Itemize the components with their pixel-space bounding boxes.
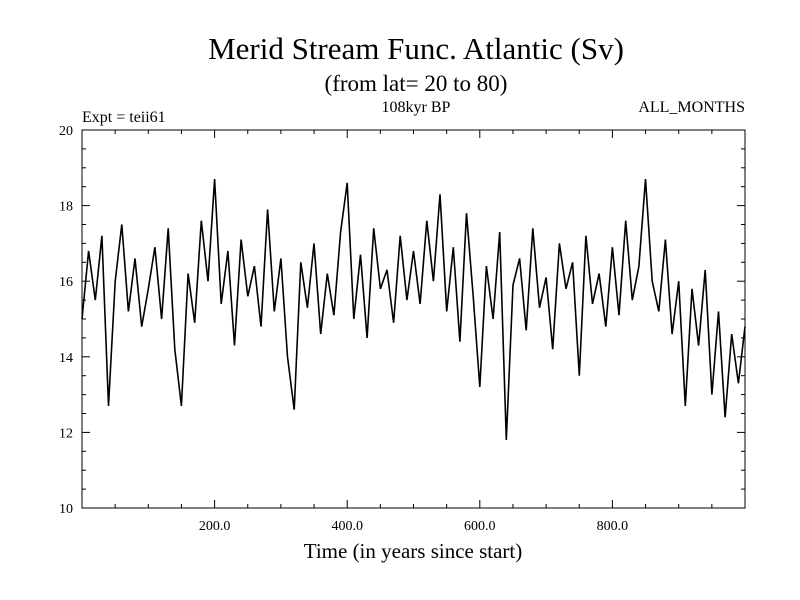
chart-subtitle: (from lat= 20 to 80) <box>325 71 508 96</box>
y-tick-label: 12 <box>59 426 73 441</box>
y-tick-label: 14 <box>59 351 73 366</box>
chart-title: Merid Stream Func. Atlantic (Sv) <box>208 31 624 66</box>
x-tick-label: 800.0 <box>597 519 629 534</box>
y-tick-label: 18 <box>59 200 73 215</box>
plot-area: 10 12 14 16 18 20 200.0 400.0 600.0 800.0 <box>59 124 746 534</box>
y-tick-label: 20 <box>59 124 73 139</box>
y-axis: 10 12 14 16 18 20 <box>59 124 745 517</box>
x-tick-label: 400.0 <box>331 519 363 534</box>
y-tick-label: 10 <box>59 502 73 517</box>
y-tick-label: 16 <box>59 275 73 290</box>
series-line <box>81 179 746 441</box>
months-label: ALL_MONTHS <box>638 99 745 116</box>
experiment-label: Expt = teii61 <box>82 109 166 126</box>
x-tick-label: 200.0 <box>199 519 231 534</box>
x-axis: 200.0 400.0 600.0 800.0 <box>114 130 713 534</box>
period-label: 108kyr BP <box>382 99 451 116</box>
series-layer <box>81 179 746 441</box>
x-tick-label: 600.0 <box>464 519 496 534</box>
x-axis-label: Time (in years since start) <box>304 539 523 563</box>
